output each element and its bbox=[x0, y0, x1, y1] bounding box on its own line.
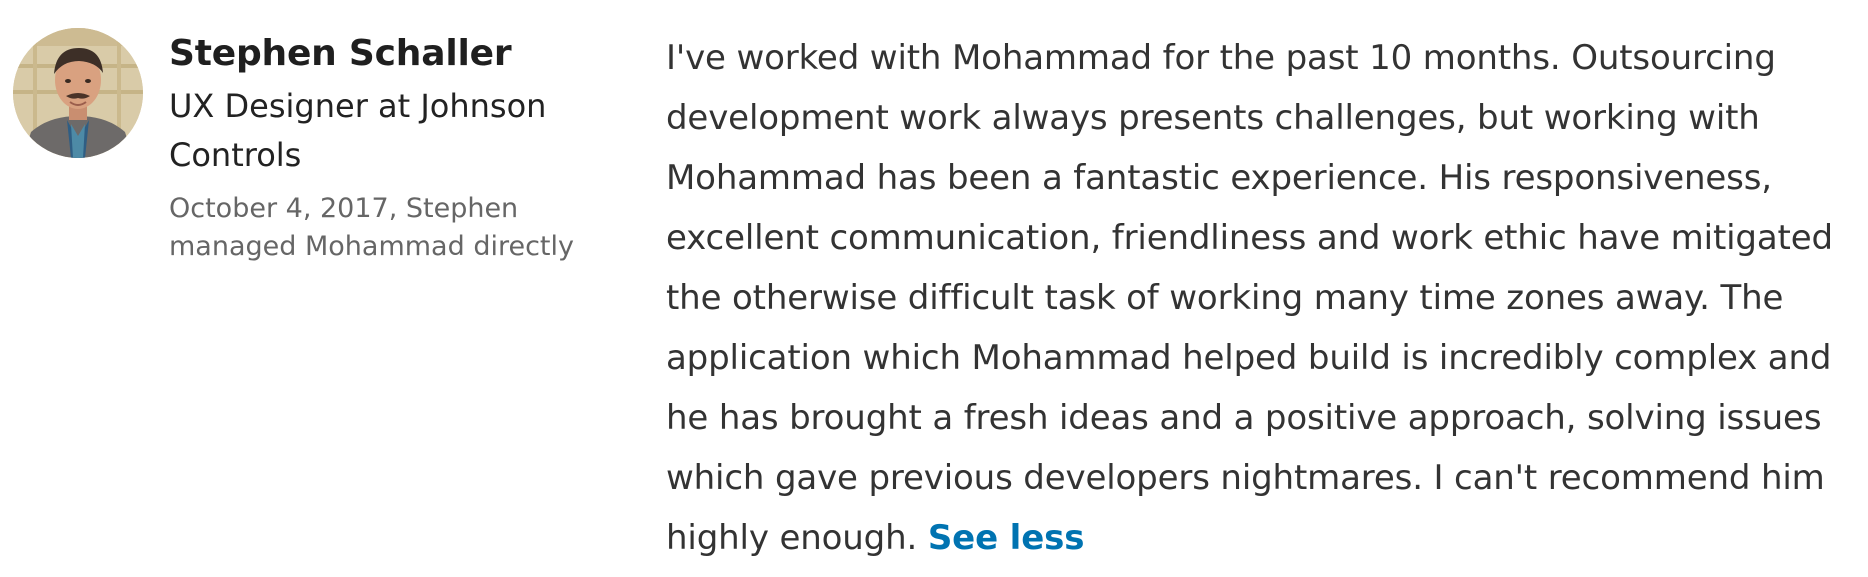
recommender-profile: Stephen Schaller UX Designer at Johnson … bbox=[169, 28, 609, 266]
recommender-avatar[interactable] bbox=[13, 28, 143, 158]
recommendation-meta: October 4, 2017, Stephen managed Mohamma… bbox=[169, 193, 574, 262]
recommender-headline: UX Designer at Johnson Controls bbox=[169, 87, 547, 174]
person-photo-icon bbox=[13, 28, 143, 158]
recommender-name[interactable]: Stephen Schaller bbox=[169, 33, 512, 74]
see-less-link[interactable]: See less bbox=[927, 518, 1085, 558]
recommendation-text-block: I've worked with Mohammad for the past 1… bbox=[666, 28, 1862, 568]
recommendation-text: I've worked with Mohammad for the past 1… bbox=[666, 38, 1833, 558]
